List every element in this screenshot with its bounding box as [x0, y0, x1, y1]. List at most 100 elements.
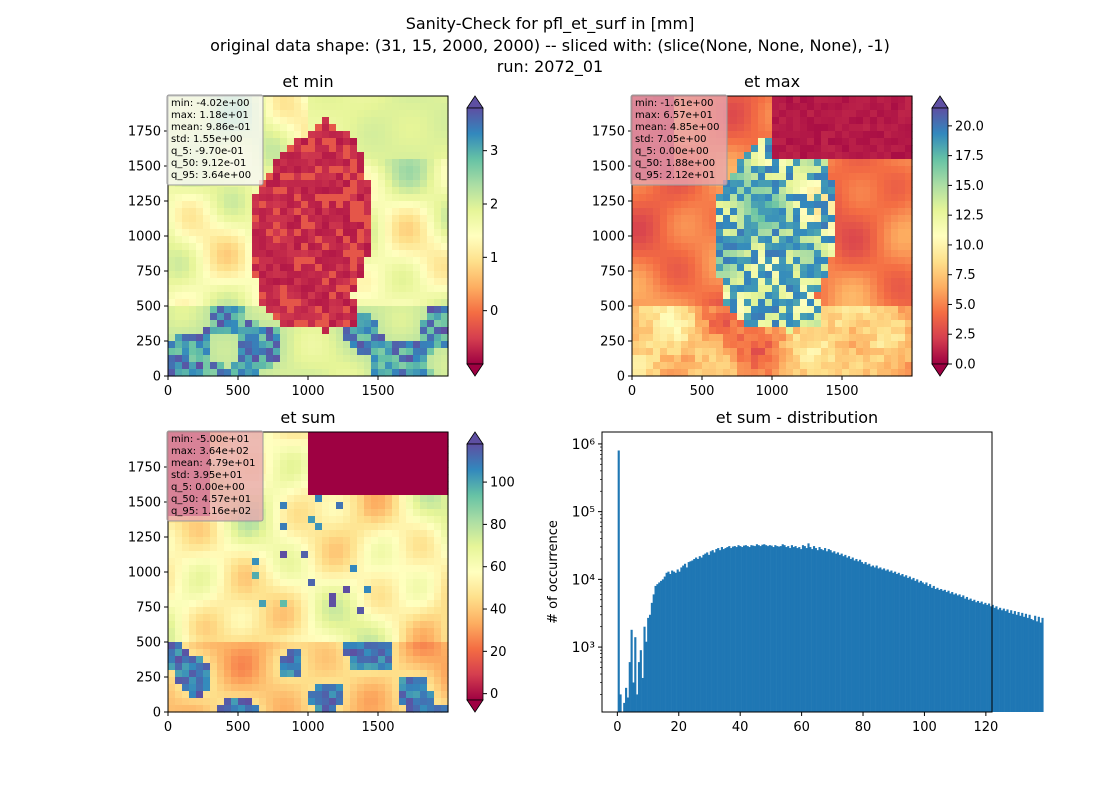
heatmap-cell [385, 180, 393, 188]
heatmap-cell [399, 488, 407, 496]
heatmap-cell [807, 299, 815, 307]
heatmap-cell [266, 551, 274, 559]
heatmap-cell [175, 222, 183, 230]
heatmap-cell [765, 243, 773, 251]
heatmap-cell [413, 474, 421, 482]
heatmap-cell [364, 166, 372, 174]
heatmap-cell [280, 628, 288, 636]
heatmap-cell [870, 264, 878, 272]
heatmap-cell [877, 271, 885, 279]
heatmap-cell [196, 250, 204, 258]
heatmap-cell [266, 355, 274, 363]
heatmap-cell [849, 159, 857, 167]
colorbar-tick-label: 10.0 [955, 238, 984, 253]
heatmap-cell [308, 243, 316, 251]
heatmap-cell [399, 131, 407, 139]
heatmap-cell [723, 299, 731, 307]
heatmap-cell [259, 544, 267, 552]
heatmap-cell [427, 201, 435, 209]
heatmap-cell [280, 453, 288, 461]
heatmap-cell [364, 600, 372, 608]
heatmap-cell [441, 306, 449, 314]
heatmap-cell [329, 341, 337, 349]
heatmap-cell [653, 313, 661, 321]
heatmap-cell [273, 110, 281, 118]
heatmap-cell [238, 327, 246, 335]
heatmap-cell [196, 586, 204, 594]
heatmap-cell [674, 278, 682, 286]
heatmap-cell [182, 236, 190, 244]
heatmap-cell [182, 201, 190, 209]
heatmap-cell [322, 488, 330, 496]
heatmap-cell [210, 691, 218, 699]
heatmap-cell [786, 250, 794, 258]
heatmap-cell [392, 432, 400, 440]
heatmap-cell [392, 439, 400, 447]
heatmap-cell [273, 152, 281, 160]
heatmap-cell [301, 628, 309, 636]
heatmap-cell [252, 264, 260, 272]
heatmap-cell [688, 299, 696, 307]
heatmap-cell [266, 439, 274, 447]
heatmap-cell [168, 677, 176, 685]
heatmap-cell [420, 313, 428, 321]
heatmap-cell [744, 306, 752, 314]
heatmap-cell [814, 194, 822, 202]
heatmap-cell [231, 187, 239, 195]
y-tick-label: 1750 [128, 125, 161, 140]
heatmap-cell [877, 236, 885, 244]
heatmap-cell [842, 271, 850, 279]
heatmap-cell [884, 208, 892, 216]
heatmap-cell [329, 558, 337, 566]
heatmap-cell [413, 684, 421, 692]
heatmap-cell [632, 320, 640, 328]
heatmap-cell [420, 551, 428, 559]
heatmap-cell [280, 481, 288, 489]
heatmap-cell [898, 229, 906, 237]
heatmap-cell [709, 369, 717, 377]
heatmap-cell [210, 362, 218, 370]
heatmap-cell [800, 250, 808, 258]
heatmap-cell [378, 670, 386, 678]
colorbar-tick-label: 100 [490, 476, 515, 491]
heatmap-cell [168, 264, 176, 272]
heatmap-cell [301, 222, 309, 230]
heatmap-cell [245, 187, 253, 195]
heatmap-cell [350, 96, 358, 104]
colorbar-tick-label: 0.0 [955, 358, 976, 373]
heatmap-cell [329, 215, 337, 223]
heatmap-cell [343, 306, 351, 314]
heatmap-cell [336, 516, 344, 524]
heatmap-cell [709, 299, 717, 307]
heatmap-cell [294, 614, 302, 622]
heatmap-cell [322, 474, 330, 482]
heatmap-cell [399, 523, 407, 531]
heatmap-cell [336, 656, 344, 664]
heatmap-cell [210, 222, 218, 230]
heatmap-cell [807, 278, 815, 286]
heatmap-cell [329, 264, 337, 272]
heatmap-cell [814, 173, 822, 181]
heatmap-cell [420, 467, 428, 475]
heatmap-cell [420, 607, 428, 615]
heatmap-cell [336, 236, 344, 244]
heatmap-cell [807, 103, 815, 111]
heatmap-cell [308, 138, 316, 146]
heatmap-cell [189, 327, 197, 335]
heatmap-cell [336, 481, 344, 489]
heatmap-cell [364, 509, 372, 517]
heatmap-cell [175, 579, 183, 587]
heatmap-cell [329, 565, 337, 573]
heatmap-cell [266, 257, 274, 265]
heatmap-cell [322, 516, 330, 524]
heatmap-cell [182, 670, 190, 678]
heatmap-cell [898, 341, 906, 349]
heatmap-cell [273, 278, 281, 286]
heatmap-cell [420, 222, 428, 230]
heatmap-cell [294, 677, 302, 685]
heatmap-cell [905, 110, 913, 118]
heatmap-cell [196, 348, 204, 356]
heatmap-cell [385, 467, 393, 475]
colorbar [466, 443, 484, 701]
heatmap-cell [287, 215, 295, 223]
